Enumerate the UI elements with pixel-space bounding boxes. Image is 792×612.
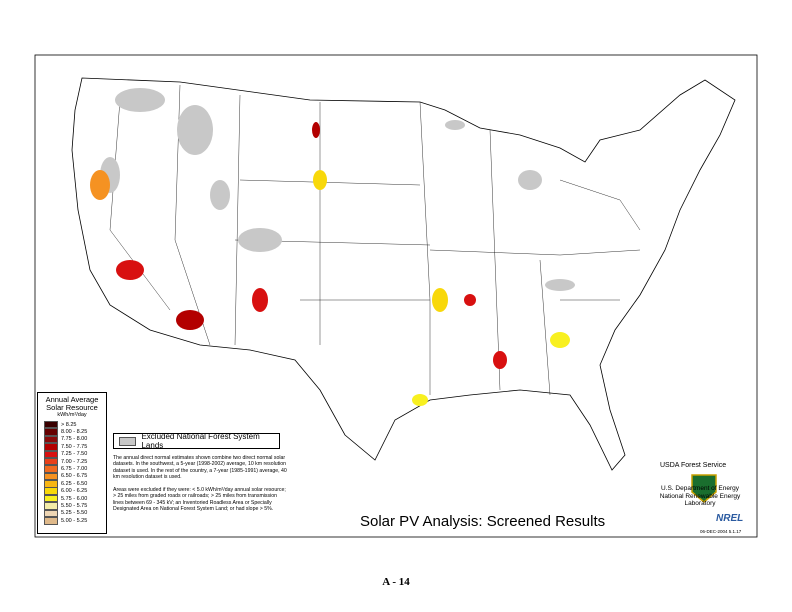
legend-swatch: [44, 428, 58, 436]
legend-label: 5.00 - 5.25: [61, 517, 88, 524]
legend-label: 8.00 - 8.25: [61, 429, 88, 436]
usda-shield: [691, 474, 717, 503]
nrel-logo: NREL: [716, 513, 744, 524]
legend-swatch: [44, 480, 58, 488]
excluded-label: Excluded National Forest System Lands: [141, 432, 260, 450]
legend-label: 6.25 - 6.50: [61, 480, 88, 487]
legend-label: 7.75 - 8.00: [61, 436, 88, 443]
state-lines: [109, 84, 641, 396]
page-number: A - 14: [382, 576, 410, 588]
legend-entry: 7.25 - 7.50: [44, 450, 106, 459]
legend-swatch: [44, 435, 58, 444]
legend-entry: 6.75 - 7.00: [44, 465, 106, 473]
map-frame: [34, 54, 758, 538]
legend-entry: 5.75 - 6.00: [44, 494, 106, 503]
legend-label: 7.25 - 7.50: [61, 451, 88, 458]
legend-entry: 7.75 - 8.00: [44, 435, 106, 444]
excluded-box: Excluded National Forest System Lands: [113, 432, 280, 450]
legend-swatch: [44, 472, 58, 481]
legend-swatch: [44, 465, 58, 473]
legend-label: 7.50 - 7.75: [61, 443, 88, 450]
legend-entry: > 8.25: [44, 420, 106, 429]
legend-entry: 6.50 - 6.75: [44, 472, 106, 481]
legend-label: 5.75 - 6.00: [61, 495, 88, 502]
usda-label: USDA Forest Service: [660, 462, 727, 469]
legend-entry: 6.25 - 6.50: [44, 480, 106, 488]
legend-entry: 5.25 - 5.50: [44, 509, 106, 518]
legend-label: 5.25 - 5.50: [61, 510, 88, 517]
legend-label: 6.50 - 6.75: [61, 473, 88, 480]
solar-areas: [90, 122, 570, 406]
legend-unit: kWh/m²/day: [57, 412, 87, 418]
note: The annual direct normal estimates shown…: [113, 455, 287, 480]
legend-label: 5.50 - 5.75: [61, 502, 88, 509]
legend-label: > 8.25: [61, 421, 77, 428]
legend-swatch: [44, 502, 58, 510]
map-title: Solar PV Analysis: Screened Results: [360, 513, 606, 530]
legend-label: 7.00 - 7.25: [61, 458, 88, 465]
date-stamp: 06-DEC-2004 5.1.17: [700, 529, 742, 534]
legend-swatch: [44, 443, 58, 451]
note: Areas were excluded if they were: < 5.0 …: [113, 487, 286, 512]
forest-lands: [100, 88, 575, 291]
legend-label: 6.00 - 6.25: [61, 488, 88, 495]
legend-rows: > 8.25 8.00 - 8.25 7.75 - 8.00 7.50 - 7.75 7…: [38, 420, 106, 525]
legend-swatch: [44, 517, 58, 525]
legend-swatch: [44, 457, 58, 466]
legend-entry: 7.00 - 7.25: [44, 457, 106, 466]
legend-label: 6.75 - 7.00: [61, 466, 88, 473]
us-outline: [71, 77, 736, 471]
legend-swatch: [44, 450, 58, 459]
legend-swatch: [44, 487, 58, 495]
legend-entry: 7.50 - 7.75: [44, 443, 106, 451]
legend-title: Annual Average Solar Resource: [45, 395, 99, 412]
legend-entry: 5.50 - 5.75: [44, 502, 106, 510]
legend-swatch: [44, 509, 58, 518]
legend-entry: 6.00 - 6.25: [44, 487, 106, 495]
legend: Annual Average Solar Resource kWh/m²/day…: [37, 392, 107, 534]
doe-label: U.S. Department of Energy National Renew…: [659, 485, 741, 507]
legend-swatch: [44, 494, 58, 503]
legend-entry: 8.00 - 8.25: [44, 428, 106, 436]
legend-entry: 5.00 - 5.25: [44, 517, 106, 525]
excluded-swatch: [119, 436, 137, 446]
legend-swatch: [44, 420, 58, 429]
